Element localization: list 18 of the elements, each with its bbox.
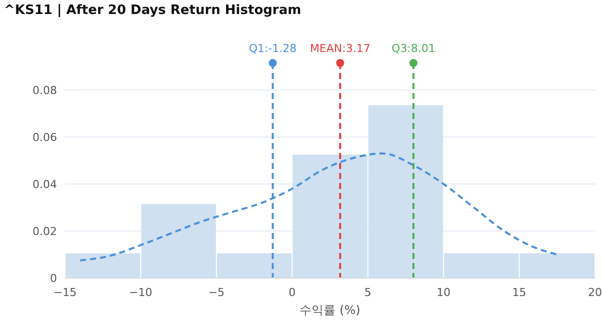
x-tick-label: 0 [288,286,296,299]
y-tick-label: 0 [50,272,57,285]
x-axis-title: 수익률 (%) [300,303,360,317]
ref-line-label: Q1:-1.28 [248,42,297,55]
chart-title: ^KS11 | After 20 Days Return Histogram [4,3,302,18]
x-tick-label: 10 [436,286,451,299]
x-tick-label: −15 [53,286,77,299]
ref-line-label: Q3:8.01 [392,42,436,55]
ref-line-label: MEAN:3.17 [310,42,370,55]
x-tick-label: −5 [208,286,225,299]
y-tick-label: 0.06 [32,131,57,144]
y-tick-label: 0.02 [32,225,57,238]
x-tick-label: 20 [588,286,602,299]
x-tick-label: −10 [129,286,152,299]
y-tick-label: 0.04 [32,178,57,191]
y-tick-label: 0.08 [32,84,57,97]
x-tick-label: 15 [512,286,526,299]
x-tick-label: 5 [364,286,372,299]
